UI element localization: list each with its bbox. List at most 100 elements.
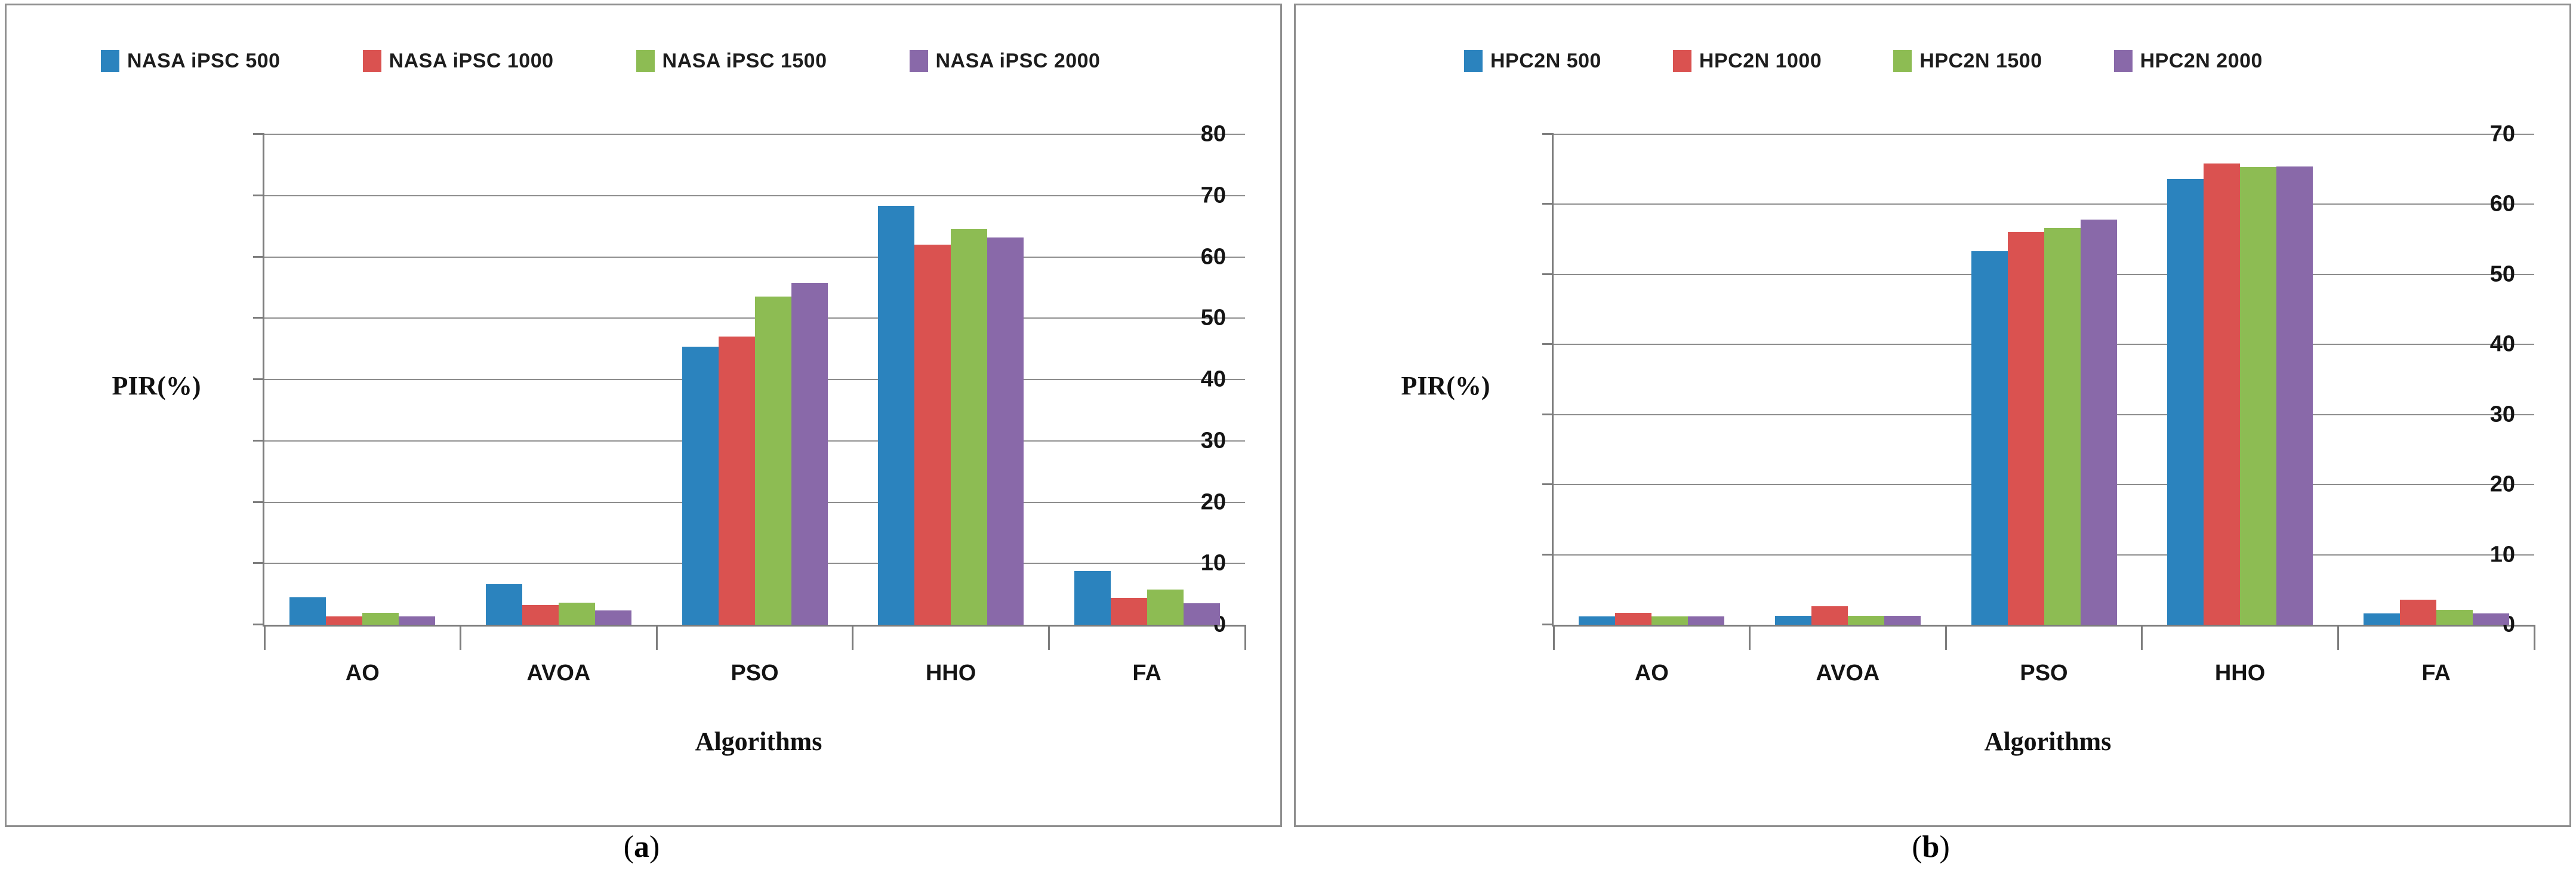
bar-PSO-NASA-iPSC-500 [682, 346, 719, 625]
x-axis-tick [1945, 625, 1947, 650]
legend-item: HPC2N 500 [1464, 50, 1601, 73]
y-axis-tick [253, 378, 264, 380]
bar-HHO-NASA-iPSC-500 [878, 206, 915, 625]
bar-AVOA-HPC2N-1000 [1811, 606, 1848, 625]
y-axis-tick [1542, 343, 1554, 345]
y-axis-tick [253, 255, 264, 258]
bar-AVOA-NASA-iPSC-500 [485, 584, 522, 625]
y-tick-label: 70 [2489, 121, 2515, 147]
y-tick-label: 50 [2489, 261, 2515, 287]
y-tick-label: 60 [1200, 244, 1226, 269]
gridline [1554, 203, 2534, 205]
y-axis-tick [1542, 413, 1554, 415]
y-axis-tick [253, 501, 264, 503]
x-category-label: AO [1634, 661, 1669, 686]
bar-HHO-HPC2N-2000 [2276, 166, 2313, 625]
x-axis-tick [2533, 625, 2535, 650]
legend: NASA iPSC 500 NASA iPSC 1000 NASA iPSC 150… [101, 50, 1100, 73]
bar-FA-HPC2N-1500 [2436, 610, 2473, 625]
x-axis-title: Algorithms [1984, 727, 2112, 756]
caption-b: (b) [1294, 829, 2568, 865]
caption-a-letter: a [634, 830, 649, 864]
gridline [264, 134, 1245, 135]
legend-swatch-icon [909, 50, 928, 72]
x-category-label: AVOA [1816, 661, 1880, 686]
y-axis-tick [253, 562, 264, 564]
x-category-label: FA [2421, 661, 2451, 686]
plot-area: 01020304050607080AOAVOAPSOHHOFA [253, 122, 1246, 686]
legend-swatch-icon [1672, 50, 1691, 72]
bar-HHO-HPC2N-500 [2167, 179, 2204, 625]
y-tick-label: 20 [1200, 489, 1226, 514]
y-tick-label: 50 [1200, 305, 1226, 331]
y-axis-tick [1542, 273, 1554, 275]
x-axis-tick [1244, 625, 1246, 650]
chart-panel-a: NASA iPSC 500 NASA iPSC 1000 NASA iPSC 150… [5, 4, 1282, 827]
y-axis-tick [253, 624, 264, 625]
bar-PSO-NASA-iPSC-2000 [791, 282, 828, 625]
chart-panel-b: HPC2N 500 HPC2N 1000 HPC2N 1500 HPC2N 2000 … [1294, 4, 2571, 827]
legend-swatch-icon [1893, 50, 1912, 72]
bar-FA-HPC2N-2000 [2472, 613, 2509, 625]
bar-AVOA-NASA-iPSC-2000 [594, 610, 631, 625]
legend-swatch-icon [101, 50, 119, 72]
x-category-label: HHO [2214, 661, 2266, 686]
y-tick-label: 30 [2489, 402, 2515, 427]
x-category-label: HHO [925, 661, 976, 686]
legend-label: HPC2N 2000 [2140, 50, 2263, 72]
legend-label: NASA iPSC 500 [127, 50, 281, 72]
bar-AO-HPC2N-1500 [1651, 616, 1688, 625]
legend-label: NASA iPSC 2000 [935, 50, 1101, 72]
legend-item: HPC2N 1000 [1672, 50, 1822, 73]
bar-AVOA-HPC2N-2000 [1884, 615, 1921, 625]
bar-AO-HPC2N-500 [1579, 616, 1616, 625]
legend: HPC2N 500 HPC2N 1000 HPC2N 1500 HPC2N 2000 [1464, 50, 2263, 73]
y-axis-tick [1542, 483, 1554, 486]
y-tick-label: 40 [1200, 366, 1226, 392]
y-tick-label: 20 [2489, 471, 2515, 497]
x-category-label: PSO [731, 661, 779, 686]
legend-swatch-icon [362, 50, 381, 72]
legend-swatch-icon [1464, 50, 1483, 72]
y-axis-title: PIR(%) [1401, 371, 1490, 400]
plot-area: 010203040506070AOAVOAPSOHHOFA [1542, 122, 2535, 686]
x-category-label: PSO [2020, 661, 2068, 686]
y-axis-tick [253, 317, 264, 319]
bar-FA-NASA-iPSC-1000 [1110, 597, 1147, 625]
legend-label: NASA iPSC 1500 [662, 50, 827, 72]
gridline [264, 195, 1245, 196]
bar-AVOA-HPC2N-500 [1774, 615, 1811, 625]
caption-a-open-paren: ( [623, 830, 634, 864]
y-axis-tick [253, 439, 264, 442]
bar-FA-NASA-iPSC-1500 [1147, 590, 1184, 625]
legend-label: NASA iPSC 1000 [389, 50, 554, 72]
gridline [1554, 134, 2534, 135]
y-tick-label: 70 [1200, 183, 1226, 208]
bar-AVOA-HPC2N-1500 [1847, 615, 1884, 625]
legend-item: NASA iPSC 2000 [909, 50, 1101, 73]
bar-AO-NASA-iPSC-500 [289, 597, 326, 625]
bar-FA-HPC2N-500 [2363, 613, 2400, 625]
caption-a: (a) [5, 829, 1278, 865]
legend-item: NASA iPSC 1500 [636, 50, 827, 73]
y-tick-label: 40 [2489, 331, 2515, 357]
y-tick-label: 10 [2489, 542, 2515, 567]
caption-b-open-paren: ( [1912, 830, 1922, 864]
bar-HHO-HPC2N-1500 [2240, 167, 2277, 625]
x-axis-tick [2141, 625, 2143, 650]
bar-HHO-HPC2N-1000 [2204, 163, 2241, 625]
x-category-label: FA [1132, 661, 1161, 686]
legend-swatch-icon [636, 50, 655, 72]
y-axis-tick [1542, 133, 1554, 135]
bar-PSO-HPC2N-1000 [2007, 232, 2044, 625]
legend-item: NASA iPSC 500 [101, 50, 281, 73]
legend-swatch-icon [2113, 50, 2133, 72]
bar-HHO-NASA-iPSC-1500 [951, 229, 988, 625]
caption-b-close-paren: ) [1939, 830, 1950, 864]
x-axis-tick [460, 625, 462, 650]
caption-b-letter: b [1922, 830, 1940, 864]
bar-AO-NASA-iPSC-1000 [326, 616, 363, 625]
y-tick-label: 60 [2489, 191, 2515, 217]
y-tick-label: 80 [1200, 121, 1226, 147]
